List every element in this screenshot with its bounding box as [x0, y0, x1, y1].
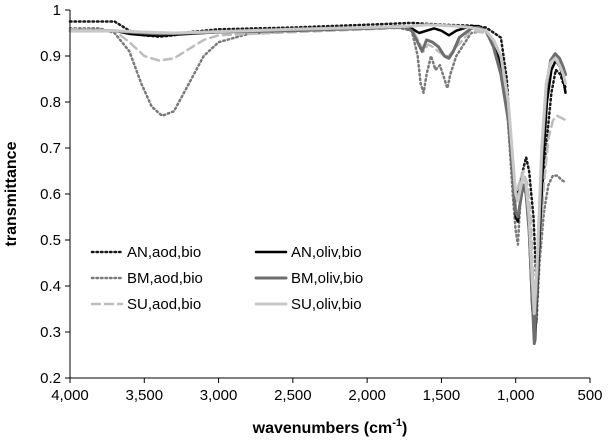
y-tick-label: 0.2: [40, 370, 61, 387]
x-tick-label: 4,000: [51, 387, 89, 404]
series-line: [68, 24, 567, 343]
x-tick-label: 500: [577, 387, 602, 404]
legend-label: AN,aod,bio: [127, 244, 201, 261]
x-axis-title: wavenumbers (cm-1): [252, 417, 408, 437]
series-line: [68, 23, 567, 316]
x-tick-label: 3,500: [126, 387, 164, 404]
y-tick-label: 0.8: [40, 94, 61, 111]
legend-label: BM,oliv,bio: [291, 270, 363, 287]
x-axis-title-close: ): [402, 420, 407, 437]
legend: AN,aod,bio BM,aod,bio SU,aod,bio AN,oliv,bi…: [90, 244, 363, 313]
x-axis-title-unit: (cm: [364, 420, 392, 437]
y-axis-title: transmittance: [3, 141, 20, 246]
x-axis-title-superscript: -1: [392, 417, 402, 429]
x-tick-label: 3,000: [200, 387, 238, 404]
legend-label: AN,oliv,bio: [291, 244, 362, 261]
legend-label: SU,oliv,bio: [291, 296, 362, 313]
x-axis-title-main: wavenumbers: [252, 420, 360, 437]
x-tick-label: 1,000: [497, 387, 535, 404]
axis-ticks: 4,000 3,500 3,000 2,500 2,000 1,500 1,000 500 0.…: [40, 2, 602, 404]
y-tick-label: 0.4: [40, 278, 61, 295]
x-tick-label: 2,500: [274, 387, 312, 404]
y-tick-label: 0.6: [40, 186, 61, 203]
y-tick-label: 0.9: [40, 48, 61, 65]
legend-label: BM,aod,bio: [127, 270, 203, 287]
x-tick-label: 2,000: [348, 387, 386, 404]
y-tick-label: 0.7: [40, 140, 61, 157]
series-lines: [68, 20, 568, 345]
x-tick-label: 1,500: [423, 387, 461, 404]
y-tick-label: 0.5: [40, 232, 61, 249]
y-tick-label: 0.3: [40, 324, 61, 341]
y-tick-label: 1: [53, 2, 61, 19]
legend-label: SU,aod,bio: [127, 296, 201, 313]
